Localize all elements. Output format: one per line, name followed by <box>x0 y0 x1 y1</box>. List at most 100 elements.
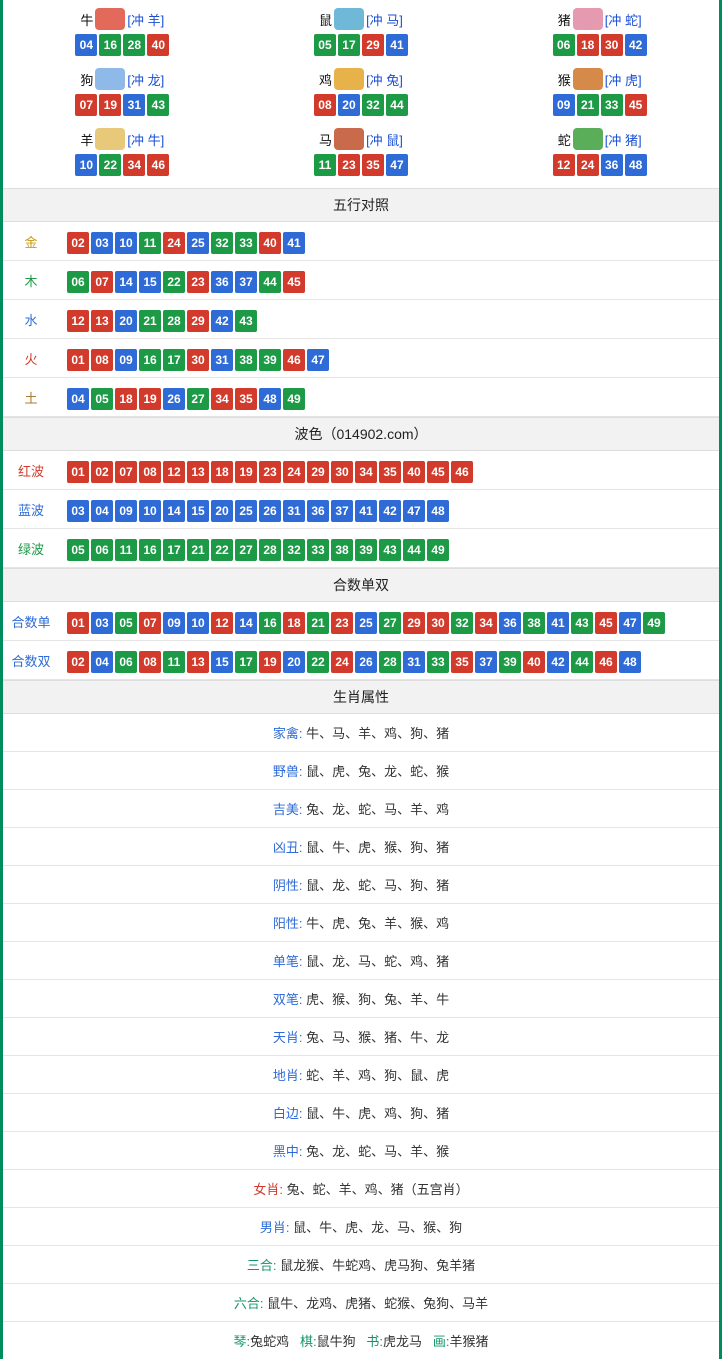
table-row: 红波0102070812131819232429303435404546 <box>3 451 719 490</box>
zodiac-name: 牛 <box>80 10 93 29</box>
number-ball: 42 <box>211 310 233 332</box>
number-ball: 29 <box>403 612 425 634</box>
number-ball: 02 <box>67 651 89 673</box>
number-ball: 04 <box>75 34 97 56</box>
zodiac-chong: [冲 马] <box>366 10 403 29</box>
number-ball: 43 <box>379 539 401 561</box>
bottom-val: 羊猴猪 <box>450 1334 489 1349</box>
number-ball: 21 <box>139 310 161 332</box>
number-ball: 35 <box>451 651 473 673</box>
number-ball: 13 <box>91 310 113 332</box>
zodiac-cell: 羊[冲 牛]10223446 <box>3 124 242 184</box>
zodiac-header: 猪[冲 蛇] <box>480 8 719 30</box>
number-ball: 32 <box>451 612 473 634</box>
number-ball: 24 <box>577 154 599 176</box>
row-balls: 05061116172122272832333839434449 <box>59 529 719 568</box>
table-row: 绿波05061116172122272832333839434449 <box>3 529 719 568</box>
number-ball: 11 <box>139 232 161 254</box>
attr-key: 家禽: <box>273 726 306 741</box>
number-ball: 30 <box>187 349 209 371</box>
attr-key: 三合: <box>247 1258 280 1273</box>
zodiac-icon <box>334 128 364 150</box>
number-ball: 31 <box>403 651 425 673</box>
number-ball: 27 <box>187 388 209 410</box>
attr-val: 兔、马、猴、猪、牛、龙 <box>306 1030 449 1045</box>
number-ball: 13 <box>187 651 209 673</box>
number-ball: 09 <box>553 94 575 116</box>
row-label: 合数单 <box>3 602 59 641</box>
attr-row: 三合: 鼠龙猴、牛蛇鸡、虎马狗、兔羊猪 <box>3 1246 719 1284</box>
zodiac-icon <box>334 68 364 90</box>
zodiac-chong: [冲 蛇] <box>605 10 642 29</box>
number-ball: 06 <box>115 651 137 673</box>
row-balls: 0103050709101214161821232527293032343638… <box>59 602 719 641</box>
attr-key: 六合: <box>234 1296 267 1311</box>
attr-row: 双笔: 虎、猴、狗、兔、羊、牛 <box>3 980 719 1018</box>
bottom-key: 书: <box>366 1334 383 1349</box>
number-ball: 46 <box>595 651 617 673</box>
number-ball: 25 <box>355 612 377 634</box>
number-ball: 47 <box>386 154 408 176</box>
attr-val: 鼠龙猴、牛蛇鸡、虎马狗、兔羊猪 <box>280 1258 475 1273</box>
number-ball: 23 <box>331 612 353 634</box>
number-ball: 07 <box>91 271 113 293</box>
number-ball: 49 <box>427 539 449 561</box>
section-header-wuxing: 五行对照 <box>3 188 719 222</box>
number-ball: 18 <box>577 34 599 56</box>
section-header-bose: 波色（014902.com） <box>3 417 719 451</box>
attr-row: 男肖: 鼠、牛、虎、龙、马、猴、狗 <box>3 1208 719 1246</box>
number-ball: 22 <box>307 651 329 673</box>
table-row: 水1213202128294243 <box>3 300 719 339</box>
number-ball: 33 <box>427 651 449 673</box>
number-ball: 43 <box>147 94 169 116</box>
number-ball: 15 <box>211 651 233 673</box>
number-ball: 41 <box>283 232 305 254</box>
attr-val: 鼠、龙、马、蛇、鸡、猪 <box>306 954 449 969</box>
attr-key: 凶丑: <box>273 840 306 855</box>
number-ball: 09 <box>115 500 137 522</box>
number-ball: 10 <box>115 232 137 254</box>
attr-val: 牛、虎、兔、羊、猴、鸡 <box>306 916 449 931</box>
attr-key: 地肖: <box>273 1068 306 1083</box>
number-ball: 20 <box>338 94 360 116</box>
attr-val: 鼠牛、龙鸡、虎猪、蛇猴、兔狗、马羊 <box>267 1296 488 1311</box>
number-ball: 32 <box>362 94 384 116</box>
number-ball: 17 <box>235 651 257 673</box>
bottom-key: 棋: <box>300 1334 317 1349</box>
row-balls: 03040910141520252631363741424748 <box>59 490 719 529</box>
attr-list: 家禽: 牛、马、羊、鸡、狗、猪野兽: 鼠、虎、兔、龙、蛇、猴吉美: 兔、龙、蛇、… <box>3 714 719 1322</box>
number-ball: 08 <box>314 94 336 116</box>
zodiac-header: 牛 [冲 羊] <box>3 8 242 30</box>
number-ball: 44 <box>571 651 593 673</box>
number-ball: 06 <box>553 34 575 56</box>
attr-row: 凶丑: 鼠、牛、虎、猴、狗、猪 <box>3 828 719 866</box>
table-row: 合数双0204060811131517192022242628313335373… <box>3 641 719 680</box>
number-ball: 19 <box>99 94 121 116</box>
number-ball: 22 <box>211 539 233 561</box>
number-ball: 47 <box>619 612 641 634</box>
number-ball: 19 <box>259 651 281 673</box>
number-ball: 14 <box>115 271 137 293</box>
number-ball: 44 <box>386 94 408 116</box>
number-ball: 20 <box>283 651 305 673</box>
number-ball: 14 <box>163 500 185 522</box>
number-ball: 26 <box>355 651 377 673</box>
number-ball: 32 <box>283 539 305 561</box>
attr-val: 鼠、龙、蛇、马、狗、猪 <box>306 878 449 893</box>
number-ball: 26 <box>259 500 281 522</box>
table-row: 蓝波03040910141520252631363741424748 <box>3 490 719 529</box>
number-ball: 47 <box>403 500 425 522</box>
table-row: 合数单0103050709101214161821232527293032343… <box>3 602 719 641</box>
zodiac-icon <box>95 128 125 150</box>
row-balls: 06071415222336374445 <box>59 261 719 300</box>
zodiac-name: 蛇 <box>558 130 571 149</box>
number-ball: 34 <box>475 612 497 634</box>
number-ball: 04 <box>91 651 113 673</box>
number-ball: 19 <box>139 388 161 410</box>
number-ball: 44 <box>259 271 281 293</box>
number-ball: 07 <box>115 461 137 483</box>
number-ball: 39 <box>499 651 521 673</box>
zodiac-icon <box>95 68 125 90</box>
zodiac-chong: [冲 羊] <box>127 10 164 29</box>
number-ball: 24 <box>283 461 305 483</box>
